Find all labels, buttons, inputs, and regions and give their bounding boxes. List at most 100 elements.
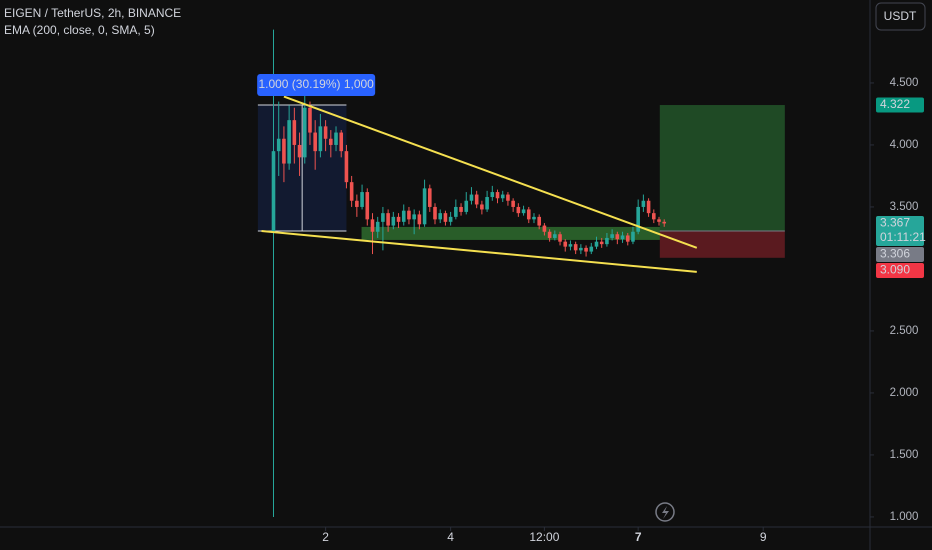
candle-body: [646, 200, 651, 214]
price-countdown: 01:11:21: [880, 230, 926, 244]
trendline: [283, 95, 698, 249]
candle-body: [537, 216, 541, 226]
price-label-bg: [876, 97, 924, 113]
candle-body: [422, 188, 427, 225]
price-label: 3.367: [880, 216, 910, 230]
candle-body: [427, 188, 432, 207]
candle-body: [631, 231, 635, 242]
lightning-icon[interactable]: [655, 502, 675, 522]
icon-circle[interactable]: [655, 502, 675, 522]
y-tick-label: 3.500: [890, 201, 919, 213]
candle-body: [355, 200, 359, 207]
y-tick-label: 4.500: [890, 77, 919, 89]
candle-body: [490, 192, 495, 198]
candle-body: [302, 107, 307, 158]
candle-body: [521, 209, 526, 214]
candle-body: [318, 126, 323, 152]
candle-body: [558, 234, 562, 242]
candle-body: [349, 182, 354, 201]
candle-body: [334, 132, 338, 145]
candle-body: [448, 216, 453, 222]
y-tick-label: 4.000: [890, 139, 919, 151]
candle-body: [511, 200, 515, 207]
y-tick-label: 1.000: [890, 511, 919, 523]
price-label-bg: [876, 215, 924, 246]
candle-body: [313, 132, 317, 152]
price-label: 3.090: [880, 263, 910, 277]
candle-body: [386, 213, 390, 226]
candle-body: [610, 234, 614, 238]
candle-body: [381, 213, 385, 222]
candle-body: [375, 221, 380, 232]
candle-body: [516, 206, 521, 214]
candle-body: [469, 194, 474, 201]
candle-body: [584, 247, 588, 252]
candle-body: [563, 241, 568, 247]
candle-body: [391, 216, 396, 226]
candle-body: [308, 107, 312, 133]
price-label-bg: [876, 262, 924, 278]
candle-body: [542, 225, 547, 232]
candle-body: [480, 204, 484, 210]
candle-body: [339, 132, 344, 152]
x-tick-label: 9: [760, 530, 767, 544]
candle-body: [407, 210, 411, 220]
candle-body: [276, 138, 281, 152]
candle-body: [433, 206, 437, 220]
measure-label-bg: [257, 74, 376, 97]
x-tick-label: 2: [322, 530, 329, 544]
y-tick-label: 2.500: [890, 325, 919, 337]
candle-body: [401, 210, 406, 222]
x-tick-label: 12:00: [529, 530, 559, 544]
candle-body: [464, 200, 469, 212]
candle-body: [652, 213, 656, 220]
candle-body: [568, 244, 573, 247]
candle-body: [443, 213, 448, 222]
plot-area: [257, 29, 785, 517]
candle-body: [329, 138, 333, 145]
candle-body: [589, 246, 594, 252]
candle-body: [360, 192, 364, 207]
candle-body: [506, 194, 510, 201]
measure-label: 1.000 (30.19%) 1,000: [258, 77, 374, 91]
candle-body: [287, 120, 291, 164]
candle-body: [532, 216, 536, 220]
candle-body: [573, 244, 578, 251]
indicator-label: EMA (200, close, 0, SMA, 5): [4, 23, 155, 37]
candle-body: [553, 234, 557, 238]
y-tick-label: 1.500: [890, 449, 919, 461]
candle-body: [454, 206, 458, 217]
candle-body: [625, 235, 630, 242]
y-tick-label: 2.000: [890, 387, 919, 399]
currency-button[interactable]: [875, 2, 926, 31]
candle-body: [474, 194, 479, 205]
candle-body: [344, 151, 349, 183]
candle-body: [526, 209, 531, 220]
position-stop: [659, 231, 785, 258]
candle-body: [323, 126, 328, 139]
candle-body: [599, 241, 604, 245]
candle-body: [495, 192, 500, 199]
candle-body: [605, 237, 609, 245]
x-tick-label: 7: [635, 530, 642, 544]
chart-title: EIGEN / TetherUS, 2h, BINANCE: [4, 6, 181, 20]
price-label: 3.306: [880, 247, 910, 261]
candle-body: [615, 234, 620, 240]
candle-body: [579, 247, 583, 251]
candle-body: [547, 231, 552, 238]
candle-body: [662, 221, 667, 224]
currency-label[interactable]: USDT: [884, 9, 917, 23]
candle-body: [636, 206, 640, 232]
x-tick-label: 4: [447, 530, 454, 544]
candle-body: [459, 206, 463, 212]
candle-body: [365, 192, 370, 220]
position-target: [659, 105, 785, 232]
candle-body: [620, 235, 625, 240]
candle-body: [594, 241, 599, 247]
candle-body: [657, 219, 661, 222]
candle-body: [282, 138, 286, 164]
icon-bolt[interactable]: [662, 506, 669, 519]
candle-body: [370, 219, 375, 232]
